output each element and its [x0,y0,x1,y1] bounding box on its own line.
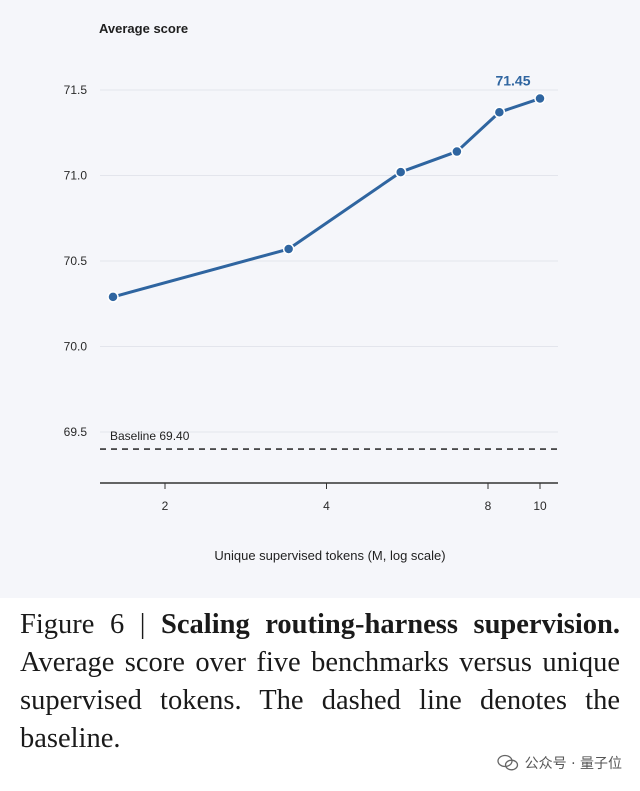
y-tick-label: 69.5 [64,425,88,439]
watermark-text: 公众号 · 量子位 [524,756,622,772]
y-tick-labels: 69.5 70.0 70.5 71.0 71.5 [64,83,88,439]
y-tick-label: 71.5 [64,83,88,97]
baseline-label: Baseline 69.40 [110,429,190,443]
series-layer: 71.45 [107,73,546,303]
y-tick-label: 71.0 [64,169,88,183]
data-point [107,291,119,303]
chart-panel: Average score 69.5 70.0 70.5 71.0 71.5 2 4 8 10… [63,21,558,563]
caption-prefix: Figure 6 | [20,609,162,640]
y-tick-label: 70.5 [64,254,88,268]
x-tick-labels: 2 4 8 10 [162,483,547,513]
x-tick-label: 2 [162,499,169,513]
x-axis-title: Unique supervised tokens (M, log scale) [214,548,445,563]
data-point [534,92,546,105]
data-point [282,243,295,255]
watermark: 公众号 · 量子位 [496,753,622,773]
gridlines [100,89,558,433]
caption-bold-title: Scaling routing-harness supervision. [161,609,620,640]
line-chart: Average score 69.5 70.0 70.5 71.0 71.5 2 4 8 10… [64,21,558,563]
series-line [112,97,541,299]
data-point [493,106,506,118]
x-tick-label: 10 [533,499,547,513]
caption-text: Average score over five benchmarks versu… [20,647,620,754]
data-point [394,166,407,178]
wechat-icon [496,754,518,771]
x-tick-label: 8 [485,499,492,513]
y-tick-label: 70.0 [64,340,88,354]
figure-caption: Figure 6 | Scaling routing-harness super… [20,606,620,758]
y-axis-title: Average score [99,21,188,36]
x-tick-label: 4 [323,499,330,513]
data-label: 71.45 [495,73,530,89]
data-point [451,145,463,158]
